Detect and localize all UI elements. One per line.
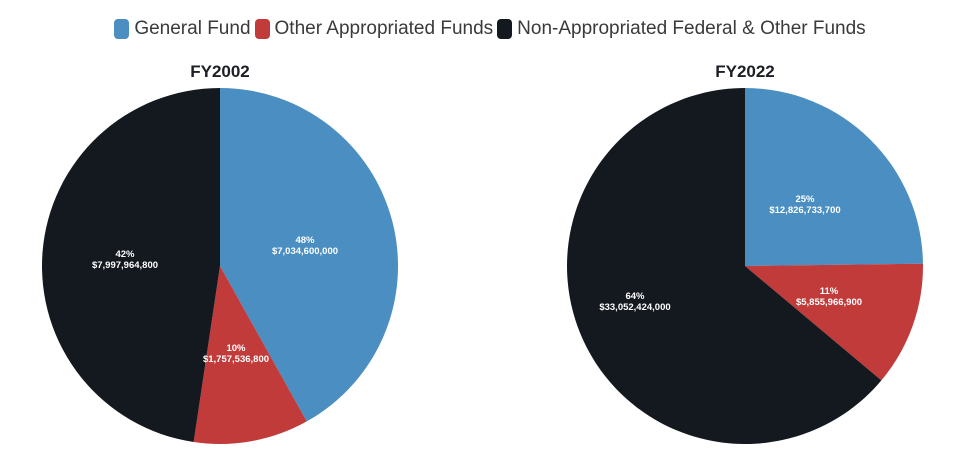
pie-slice-fy2002-general-fund[interactable]	[220, 88, 399, 422]
chart-title-fy2002: FY2002	[190, 62, 250, 81]
legend-swatch-non-appropriated	[497, 19, 513, 39]
legend-swatch-other-appropriated	[254, 19, 270, 39]
slice-label-fy2002-general-fund: 48% $7,034,600,000	[272, 235, 338, 257]
pie-chart-fy2022: FY2022 25% $12,826,733,700 11% $5,855,966,9…	[567, 62, 923, 444]
legend-label-general-fund: General Fund	[134, 18, 251, 39]
pie-slice-fy2022-general-fund[interactable]	[745, 88, 923, 266]
legend-item-non-appropriated[interactable]: Non-Appropriated Federal & Other Funds	[497, 18, 866, 40]
slice-label-fy2002-other-appropriated-funds: 10% $1,757,536,800	[203, 343, 269, 365]
slice-label-fy2022-general-fund: 25% $12,826,733,700	[769, 194, 840, 216]
pie-slice-fy2002-other-appropriated-funds[interactable]	[193, 266, 307, 445]
pie-chart-fy2002: FY2002 48% $7,034,600,000 10% $1,757,536,80…	[41, 62, 399, 445]
pie-slice-fy2002-non-appropriated-federal-other-funds[interactable]	[41, 88, 221, 443]
chart-title-fy2022: FY2022	[715, 62, 775, 81]
pie-slice-fy2022-non-appropriated-federal-other-funds[interactable]	[567, 88, 882, 444]
slice-label-fy2002-non-appropriated-federal-other-funds: 42% $7,997,964,800	[92, 249, 158, 271]
legend-item-general-fund[interactable]: General Fund	[114, 18, 251, 40]
legend-label-other-appropriated: Other Appropriated Funds	[274, 18, 494, 39]
pie-fy2022-slices: 25% $12,826,733,700 11% $5,855,966,900 64% $3…	[567, 88, 923, 444]
pie-slice-fy2022-other-appropriated-funds[interactable]	[745, 263, 923, 381]
chart-legend: General Fund Other Appropriated Funds No…	[0, 18, 980, 40]
slice-label-fy2022-non-appropriated-federal-other-funds: 64% $33,052,424,000	[599, 291, 670, 313]
slice-label-fy2022-other-appropriated-funds: 11% $5,855,966,900	[796, 286, 862, 308]
legend-swatch-general-fund	[114, 19, 130, 39]
legend-label-non-appropriated: Non-Appropriated Federal & Other Funds	[517, 18, 866, 39]
pie-fy2002-slices: 48% $7,034,600,000 10% $1,757,536,800 42% $7,…	[41, 88, 399, 445]
legend-item-other-appropriated[interactable]: Other Appropriated Funds	[254, 18, 494, 40]
